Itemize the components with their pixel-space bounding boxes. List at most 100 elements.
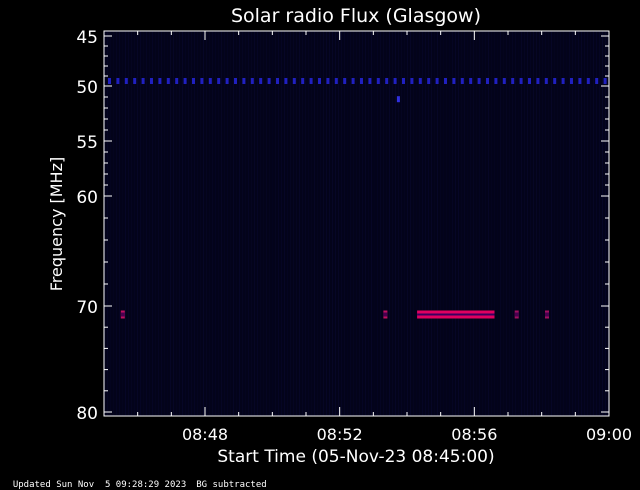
noise-column (401, 31, 402, 416)
spectrogram-chart: Solar radio Flux (Glasgow) Frequency [MH… (47, 5, 632, 467)
noise-column (359, 31, 360, 416)
rfi-dot (393, 78, 397, 84)
noise-column (551, 31, 552, 416)
noise-column (467, 31, 468, 416)
noise-column (266, 31, 267, 416)
noise-column (389, 31, 390, 416)
noise-column (170, 31, 171, 416)
noise-column (278, 31, 279, 416)
noise-column (362, 31, 363, 416)
rfi-dot (259, 78, 263, 84)
noise-column (545, 31, 546, 416)
noise-column (248, 31, 249, 416)
rfi-dot (309, 78, 313, 84)
noise-column (188, 31, 189, 416)
x-tick-label: 08:56 (451, 425, 497, 444)
noise-column (422, 31, 423, 416)
rfi-dot (586, 78, 590, 84)
noise-column (587, 31, 588, 416)
noise-column (200, 31, 201, 416)
noise-column (305, 31, 306, 416)
noise-column (233, 31, 234, 416)
plot-area (104, 31, 609, 416)
noise-column (374, 31, 375, 416)
x-tick-label: 08:48 (182, 425, 228, 444)
noise-column (581, 31, 582, 416)
noise-column (539, 31, 540, 416)
noise-column (314, 31, 315, 416)
noise-column (365, 31, 366, 416)
noise-column (500, 31, 501, 416)
plot-frame (103, 30, 610, 417)
noise-column (131, 31, 132, 416)
noise-column (254, 31, 255, 416)
rfi-dot (511, 78, 515, 84)
rfi-dot (553, 78, 557, 84)
noise-column (260, 31, 261, 416)
rfi-dot (427, 78, 431, 84)
axes: 45 50 55 60 70 80 08:48 08:52 08:56 09:00 (76, 28, 632, 444)
rfi-dot (133, 78, 137, 84)
noise-column (326, 31, 327, 416)
noise-column (344, 31, 345, 416)
rfi-dot (544, 78, 548, 84)
rfi-dot (595, 78, 599, 84)
noise-column (515, 31, 516, 416)
noise-column (536, 31, 537, 416)
rfi-dot (217, 78, 221, 84)
noise-column (221, 31, 222, 416)
noise-column (194, 31, 195, 416)
noise-column (209, 31, 210, 416)
noise-column (464, 31, 465, 416)
burst-blip-core (514, 312, 519, 317)
noise-column (569, 31, 570, 416)
rfi-dot (267, 78, 271, 84)
burst-band-core (417, 313, 495, 316)
rfi-dot (528, 78, 531, 84)
noise-column (437, 31, 438, 416)
noise-column (503, 31, 504, 416)
noise-column (368, 31, 369, 416)
rfi-dot (519, 78, 523, 84)
noise-column (395, 31, 396, 416)
noise-column (446, 31, 447, 416)
noise-column (584, 31, 585, 416)
rfi-dot (284, 78, 288, 84)
noise-column (320, 31, 321, 416)
noise-column (512, 31, 513, 416)
rfi-dot (242, 78, 246, 84)
rfi-dot (183, 78, 187, 84)
rfi-dot (301, 78, 305, 84)
noise-column (410, 31, 411, 416)
noise-column (302, 31, 303, 416)
rfi-dot (368, 78, 372, 84)
noise-column (398, 31, 399, 416)
noise-column (335, 31, 336, 416)
noise-column (353, 31, 354, 416)
noise-column (137, 31, 138, 416)
noise-column (506, 31, 507, 416)
noise-column (491, 31, 492, 416)
noise-column (530, 31, 531, 416)
rfi-dot (477, 78, 481, 84)
rfi-dot (444, 78, 447, 84)
noise-column (416, 31, 417, 416)
x-tick-label: 08:52 (317, 425, 363, 444)
noise-column (290, 31, 291, 416)
rfi-dot (385, 78, 389, 84)
rfi-dot (141, 78, 145, 84)
noise-column (386, 31, 387, 416)
noise-column (476, 31, 477, 416)
footer: Updated Sun Nov 5 09:28:29 2023 BG subtra… (2, 470, 277, 490)
noise-column (143, 31, 144, 416)
noise-column (323, 31, 324, 416)
x-tick-label: 09:00 (586, 425, 632, 444)
noise-column (518, 31, 519, 416)
rfi-dot (460, 78, 464, 84)
noise-column (284, 31, 285, 416)
noise-column (176, 31, 177, 416)
rfi-dot (486, 78, 489, 84)
rfi-dot (402, 78, 405, 84)
noise-column (347, 31, 348, 416)
y-tick-label: 50 (76, 78, 98, 98)
